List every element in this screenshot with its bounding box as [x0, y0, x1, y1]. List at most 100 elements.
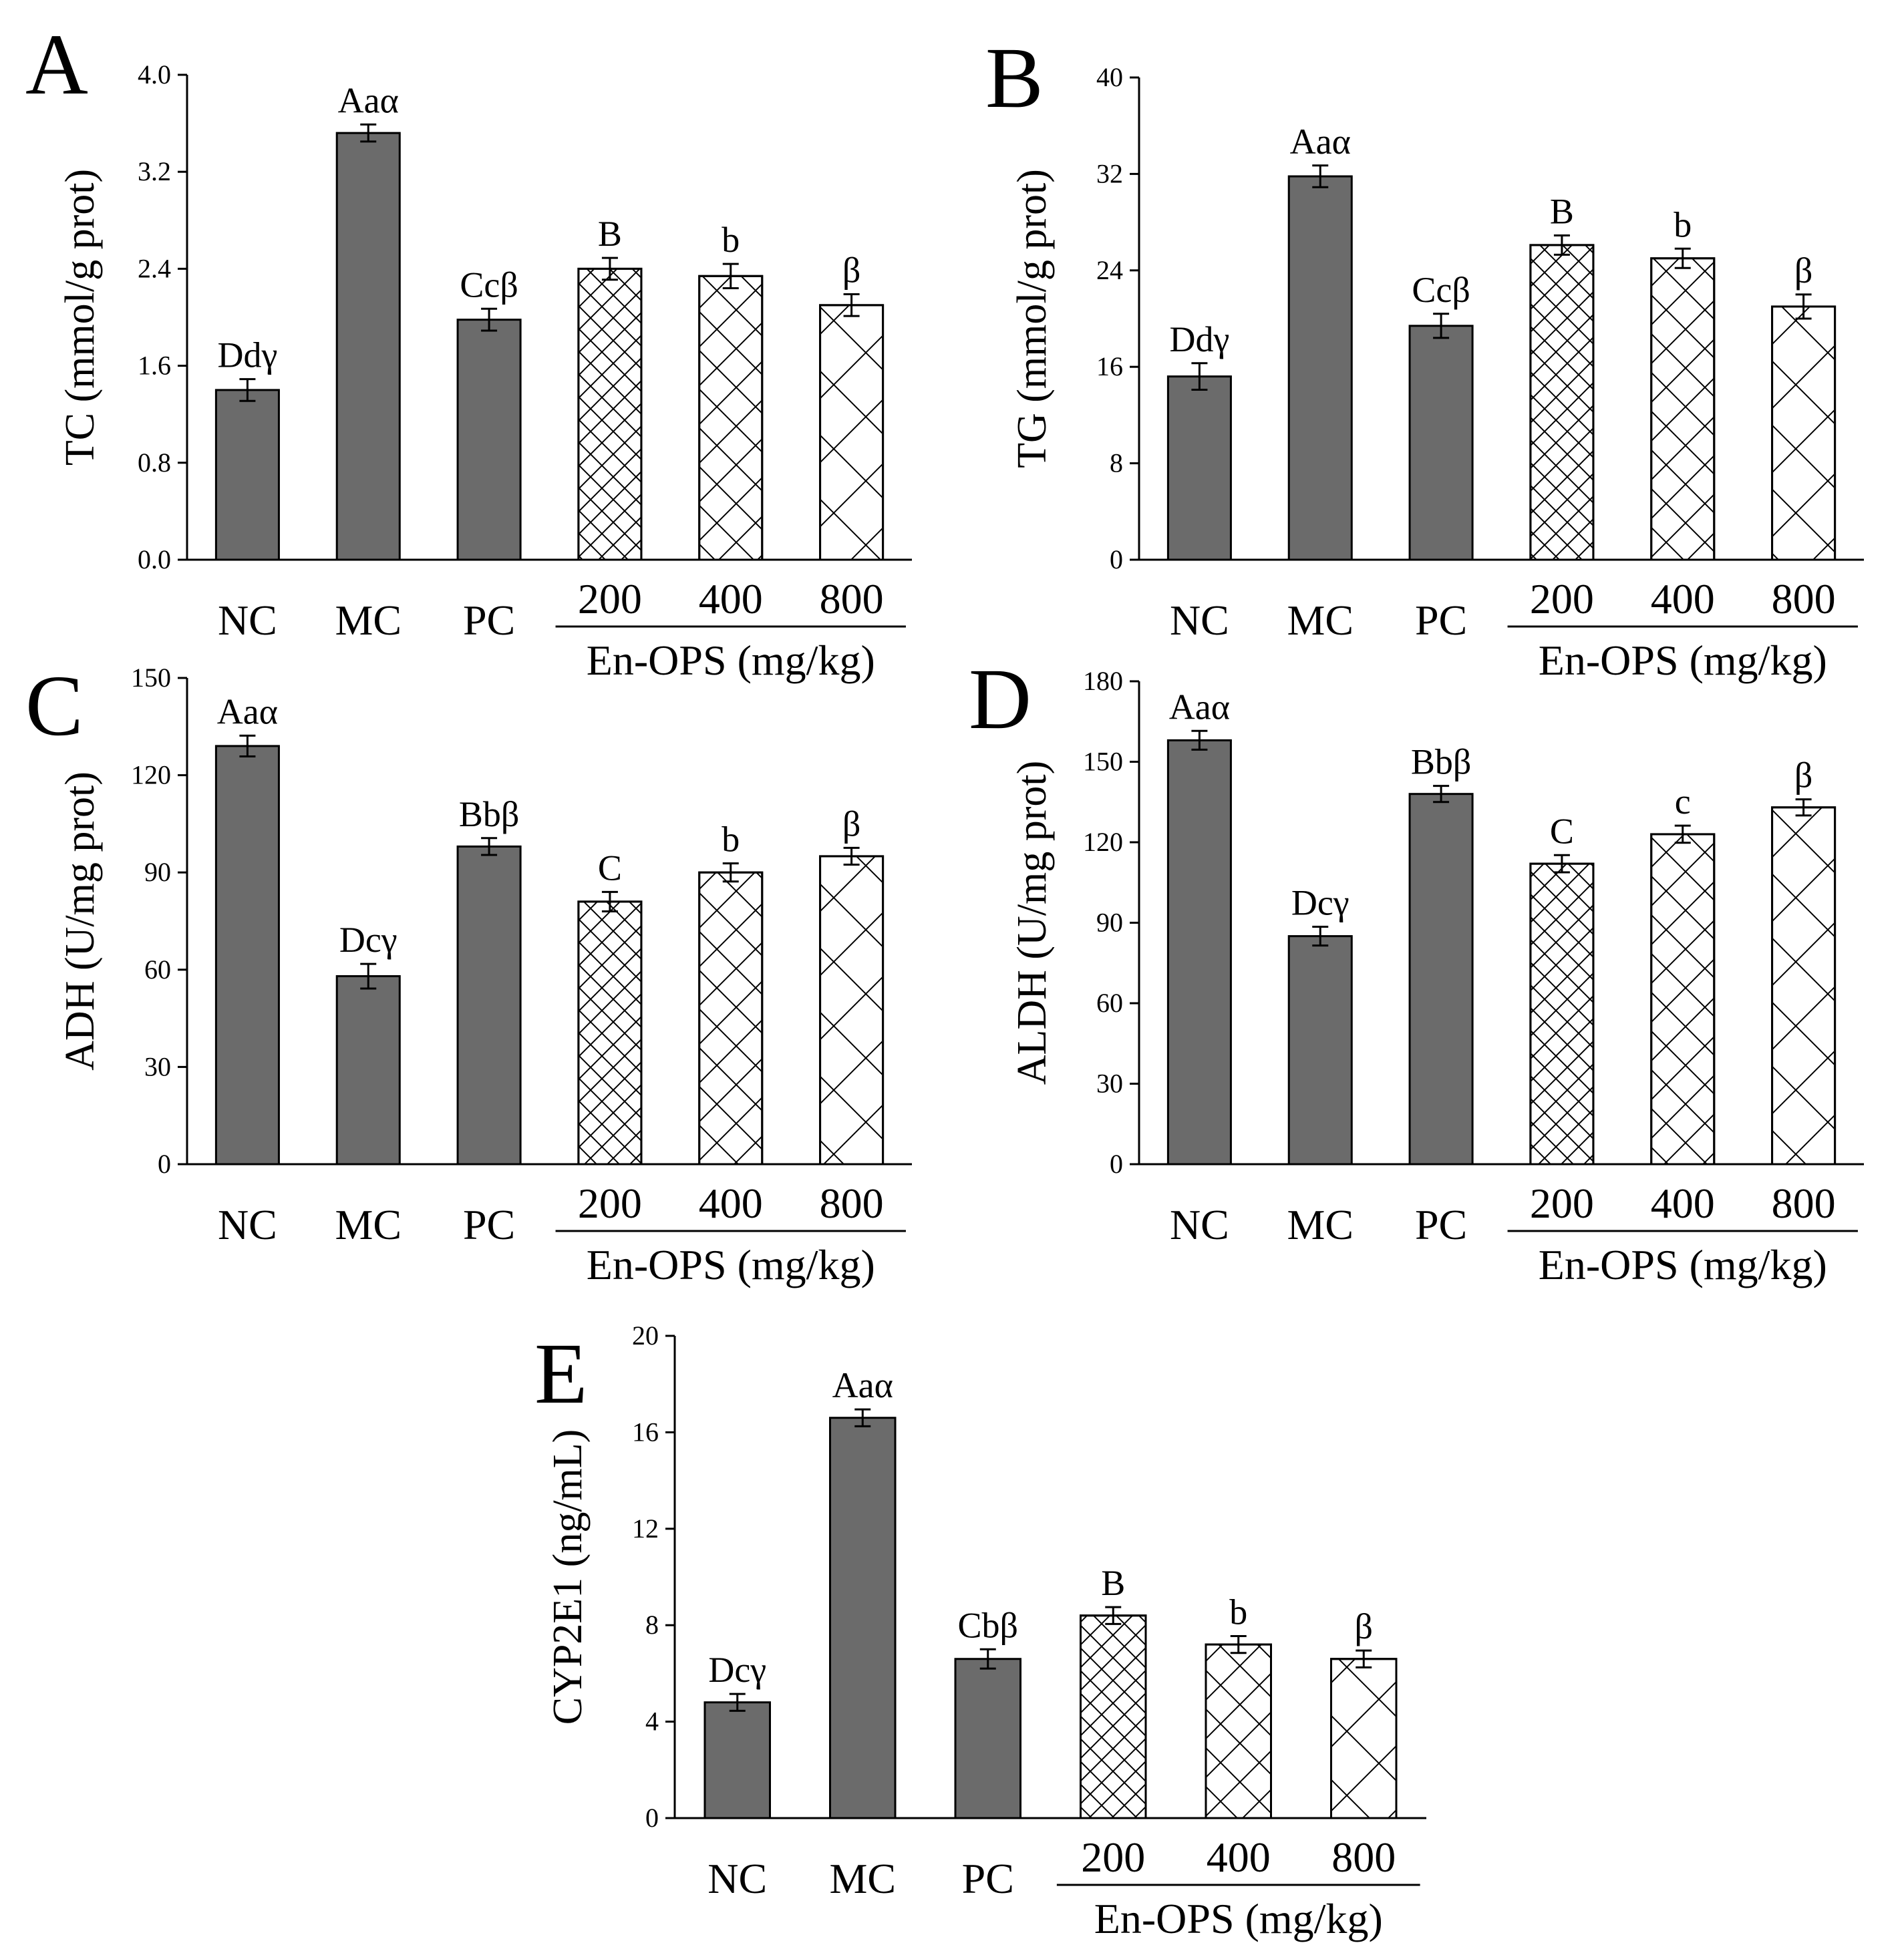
group-label: En-OPS (mg/kg) — [587, 1241, 875, 1288]
y-tick-label: 30 — [1096, 1069, 1123, 1099]
chart-panel-b: B 0 8 16 24 32 40 TG (mmol/g prot) Ddγ NC Aaα MC Ccβ… — [985, 30, 1864, 684]
category-label: 200 — [578, 575, 642, 623]
bar-hatch — [577, 267, 643, 561]
bar — [1287, 935, 1353, 1166]
y-tick-label: 150 — [131, 663, 171, 693]
significance-label: C — [1550, 811, 1574, 851]
bar-hatch — [819, 304, 885, 561]
significance-label: Aaα — [1290, 122, 1351, 162]
y-tick-label: 4 — [645, 1707, 659, 1737]
bar-hatch — [1205, 1643, 1272, 1819]
category-label: MC — [1287, 596, 1354, 644]
y-tick-label: 0.0 — [138, 544, 171, 574]
y-axis-label: TC (mmol/g prot) — [57, 169, 103, 466]
significance-label: b — [722, 820, 740, 860]
significance-label: β — [842, 250, 860, 291]
category-label: NC — [1170, 1201, 1229, 1248]
y-tick-label: 4.0 — [138, 59, 171, 90]
y-tick-label: 20 — [632, 1320, 659, 1351]
category-label: 800 — [1772, 1180, 1836, 1227]
category-label: 800 — [1772, 575, 1836, 623]
y-tick-label: 40 — [1096, 62, 1123, 92]
category-label: PC — [962, 1855, 1014, 1902]
category-label: MC — [335, 1201, 402, 1248]
significance-label: b — [722, 220, 740, 260]
group-label: En-OPS (mg/kg) — [1539, 637, 1827, 684]
significance-label: B — [1550, 191, 1574, 231]
y-axis-label: TG (mmol/g prot) — [1009, 169, 1055, 468]
bar — [1166, 375, 1232, 561]
y-tick-label: 16 — [632, 1417, 659, 1447]
y-tick-label: 0 — [1110, 544, 1123, 574]
bar-hatch — [1771, 806, 1837, 1166]
category-label: NC — [1170, 596, 1229, 644]
category-label: MC — [829, 1855, 896, 1902]
y-tick-label: 120 — [131, 760, 171, 790]
group-label: En-OPS (mg/kg) — [1539, 1241, 1827, 1288]
y-tick-label: 16 — [1096, 351, 1123, 381]
category-label: PC — [1415, 1201, 1467, 1248]
significance-label: C — [598, 848, 622, 888]
significance-label: β — [1794, 250, 1812, 291]
significance-label: Bbβ — [1411, 742, 1472, 782]
category-label: NC — [707, 1855, 767, 1902]
y-tick-label: 0 — [158, 1149, 171, 1179]
bar-hatch — [1330, 1658, 1398, 1819]
chart-panel-c: C 0 30 60 90 120 150 ADH (U/mg prot) Aaα NC Dcγ MC B… — [25, 658, 912, 1288]
category-label: 200 — [1530, 1180, 1594, 1227]
significance-label: Ddγ — [217, 335, 277, 375]
bar — [829, 1417, 897, 1819]
significance-label: b — [1674, 204, 1692, 244]
category-label: 400 — [699, 1180, 763, 1227]
y-tick-label: 60 — [144, 954, 171, 985]
y-tick-label: 0.8 — [138, 448, 171, 478]
significance-label: Ddγ — [1169, 319, 1229, 359]
significance-label: β — [842, 804, 860, 844]
y-tick-label: 90 — [1096, 908, 1123, 938]
bar — [1287, 175, 1353, 561]
y-axis-label: ADH (U/mg prot) — [57, 771, 103, 1071]
category-label: 800 — [820, 1180, 884, 1227]
y-tick-label: 150 — [1083, 747, 1123, 777]
y-tick-label: 12 — [632, 1514, 659, 1544]
y-tick-label: 0 — [1110, 1149, 1123, 1179]
significance-label: β — [1794, 755, 1812, 795]
bar — [1166, 739, 1232, 1166]
significance-label: Bbβ — [459, 794, 520, 834]
panel-letter: D — [969, 651, 1032, 747]
y-tick-label: 30 — [144, 1051, 171, 1081]
category-label: 400 — [1651, 575, 1715, 623]
significance-label: B — [598, 214, 622, 254]
bar — [456, 845, 522, 1166]
y-tick-label: 1.6 — [138, 351, 171, 381]
bar — [214, 745, 280, 1166]
significance-label: Aaα — [338, 80, 399, 120]
bar — [335, 975, 401, 1166]
significance-label: Ccβ — [460, 264, 518, 305]
significance-label: Ccβ — [1412, 270, 1470, 310]
category-label: NC — [218, 596, 277, 644]
category-label: MC — [335, 596, 402, 644]
bar-hatch — [1529, 244, 1595, 561]
y-tick-label: 2.4 — [138, 253, 171, 283]
significance-label: Dcγ — [1291, 883, 1350, 923]
category-label: 200 — [1081, 1833, 1145, 1881]
category-label: 200 — [578, 1180, 642, 1227]
y-tick-label: 8 — [645, 1610, 659, 1640]
category-label: 800 — [1331, 1833, 1396, 1881]
category-label: 200 — [1530, 575, 1594, 623]
bar — [456, 319, 522, 561]
panel-letter: C — [25, 658, 84, 754]
panels-container: A 0.0 0.8 1.6 2.4 3.2 4.0 TC (mmol/g prot) Ddγ NC… — [25, 17, 1864, 1942]
bar — [1408, 793, 1474, 1166]
y-tick-label: 8 — [1110, 448, 1123, 478]
significance-label: Dcγ — [708, 1650, 766, 1690]
panel-letter: A — [25, 17, 88, 113]
bar-hatch — [1529, 862, 1595, 1166]
significance-label: b — [1229, 1592, 1247, 1632]
bar — [1408, 325, 1474, 561]
y-axis-label: ALDH (U/mg prot) — [1009, 761, 1055, 1085]
bar — [954, 1658, 1021, 1819]
bar — [703, 1701, 771, 1819]
